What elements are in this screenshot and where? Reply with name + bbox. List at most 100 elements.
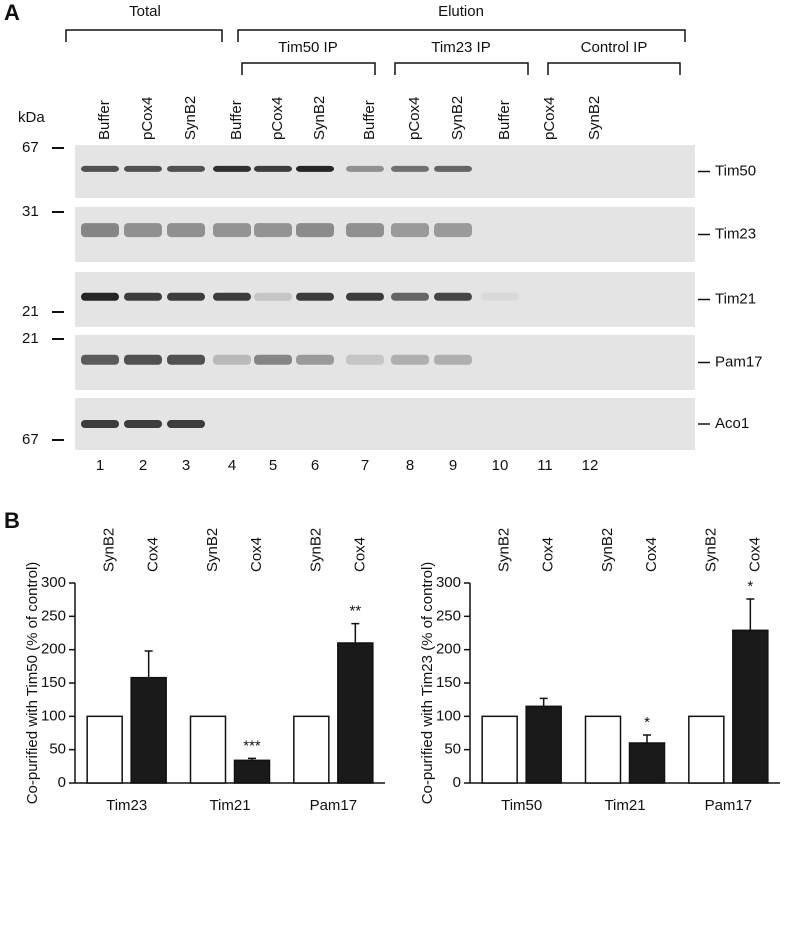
series-label: Cox4 [540,537,557,572]
band [296,165,334,172]
bracket [65,29,223,42]
significance: * [747,578,753,595]
y-tick-label: 200 [41,641,66,658]
band [213,223,251,238]
marker-label: 67 [22,139,39,156]
protein-label: Aco1 [715,415,749,432]
band [391,354,429,365]
band [254,223,292,238]
band [346,292,384,301]
lane-label: SynB2 [311,96,328,140]
band [346,223,384,238]
lane-number: 12 [582,457,599,474]
lane-number: 10 [492,457,509,474]
lane-label: pCox4 [139,97,156,140]
lane-label: pCox4 [541,97,558,140]
band [346,354,384,365]
bar [233,759,271,784]
subgroup-label: Tim50 IP [278,39,337,56]
band [213,292,251,301]
group-label: Elution [438,3,484,20]
band [167,165,205,172]
band [254,165,292,172]
series-label: SynB2 [307,528,324,572]
protein-label: Tim21 [715,290,756,307]
y-tick-label: 50 [49,741,66,758]
series-label: Cox4 [643,537,660,572]
error-bar [351,622,360,643]
band [124,292,162,301]
lane-label: Buffer [96,100,113,140]
lane-number: 6 [311,457,319,474]
band [124,223,162,238]
lane-number: 3 [182,457,190,474]
band [167,223,205,238]
y-tick-label: 150 [41,674,66,691]
bracket [237,29,686,42]
lane-number: 7 [361,457,369,474]
series-label: SynB2 [101,528,118,572]
y-tick-label: 100 [41,707,66,724]
lane-number: 2 [139,457,147,474]
band [213,354,251,365]
band [391,223,429,238]
band [124,165,162,172]
series-label: Cox4 [746,537,763,572]
y-tick-label: 250 [41,607,66,624]
band [296,292,334,301]
band [213,165,251,172]
x-tick-label: Tim50 [501,797,542,814]
band [81,354,119,365]
series-label: SynB2 [702,528,719,572]
x-tick-label: Pam17 [705,797,753,814]
bar [86,715,123,784]
band [434,223,472,238]
y-tick-label: 300 [41,574,66,591]
bar [130,676,167,784]
lane-number: 1 [96,457,104,474]
band [124,354,162,365]
series-label: SynB2 [496,528,513,572]
lane-label: Buffer [361,100,378,140]
y-tick-label: 300 [436,574,461,591]
lane-label: SynB2 [449,96,466,140]
band [167,420,205,428]
protein-label: Tim50 [715,162,756,179]
bar [337,642,374,784]
series-label: SynB2 [204,528,221,572]
band [434,354,472,365]
lane-label: pCox4 [406,97,423,140]
significance: *** [243,737,261,754]
marker-label: 21 [22,303,39,320]
lane-label: SynB2 [182,96,199,140]
series-label: Cox4 [248,537,265,572]
lane-number: 11 [537,457,553,474]
lane-number: 8 [406,457,414,474]
panel-label: B [4,508,20,533]
bar [628,742,666,784]
band [434,292,472,301]
series-label: Cox4 [145,537,162,572]
lane-label: Buffer [496,100,513,140]
band [81,420,119,428]
y-tick-label: 0 [453,774,461,791]
x-tick-label: Tim23 [106,797,147,814]
bar [584,715,622,784]
marker-label: 31 [22,203,39,220]
band [81,165,119,172]
band [254,354,292,365]
series-label: Cox4 [351,537,368,572]
bar [525,705,562,784]
significance: * [644,714,650,731]
protein-label: Tim23 [715,225,756,242]
bracket [241,62,681,75]
y-axis-label: Co-purified with Tim23 (% of control) [419,562,436,805]
lane-label: Buffer [228,100,245,140]
x-tick-label: Tim21 [604,797,645,814]
y-tick-label: 100 [436,707,461,724]
panel-label: A [4,0,20,25]
group-label: Total [129,3,161,20]
error-bar [144,650,153,678]
band [81,223,119,238]
